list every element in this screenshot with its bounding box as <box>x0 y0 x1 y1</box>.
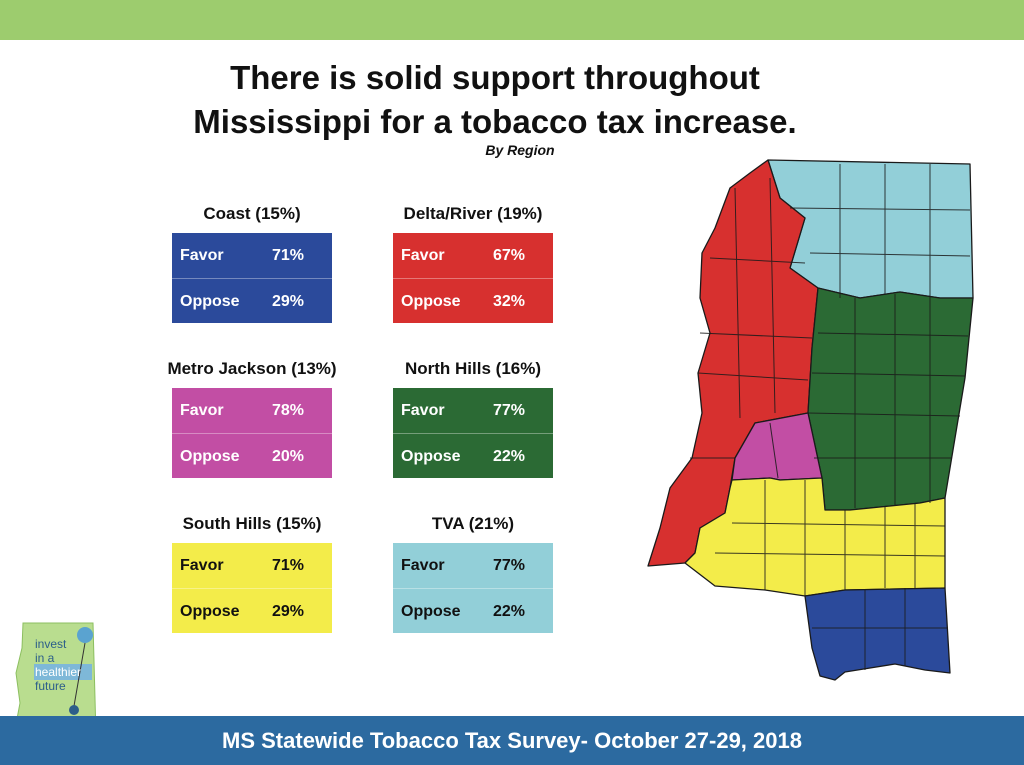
region-title-north-hills: North Hills (16%) <box>404 359 542 378</box>
logo-text-3: healthier <box>35 665 81 679</box>
row-value-favor: 78% <box>272 401 305 419</box>
row-label-favor: Favor <box>180 246 224 264</box>
region-row-oppose: Oppose 29% <box>172 278 332 324</box>
row-value-oppose: 29% <box>272 602 305 620</box>
region-row-oppose: Oppose 29% <box>172 588 332 634</box>
region-title-coast: Coast (15%) <box>203 204 301 223</box>
region-box-delta-river: Favor 67% Oppose 32% <box>393 233 553 323</box>
logo-text-1: invest <box>35 637 67 651</box>
logo-text-4: future <box>35 679 66 693</box>
logo-child-icon <box>69 705 79 715</box>
region-row-oppose: Oppose 32% <box>393 278 553 324</box>
row-value-favor: 77% <box>493 401 526 419</box>
region-box-metro-jackson: Favor 78% Oppose 20% <box>172 388 332 478</box>
footer-text: MS Statewide Tobacco Tax Survey- October… <box>222 728 802 753</box>
row-value-favor: 67% <box>493 246 526 264</box>
logo-highlight-bar <box>34 664 92 680</box>
row-label-oppose: Oppose <box>180 447 240 465</box>
region-box-coast: Favor 71% Oppose 29% <box>172 233 332 323</box>
row-value-oppose: 22% <box>493 447 526 465</box>
region-row-favor: Favor 71% <box>172 543 332 588</box>
row-label-favor: Favor <box>401 246 445 264</box>
top-banner <box>0 0 1024 40</box>
region-box-north-hills: Favor 77% Oppose 22% <box>393 388 553 478</box>
region-title-tva: TVA (21%) <box>431 514 515 533</box>
row-label-oppose: Oppose <box>401 602 461 620</box>
row-value-oppose: 20% <box>272 447 305 465</box>
region-title-metro-jackson: Metro Jackson (13%) <box>167 359 337 378</box>
page-subtitle: By Region <box>485 142 555 158</box>
row-label-oppose: Oppose <box>401 447 461 465</box>
page-title: There is solid support throughout Missis… <box>130 56 860 144</box>
row-value-favor: 71% <box>272 556 305 574</box>
title-line-2: Mississippi for a tobacco tax increase. <box>193 103 797 140</box>
row-value-oppose: 22% <box>493 602 526 620</box>
row-label-oppose: Oppose <box>180 602 240 620</box>
row-label-oppose: Oppose <box>401 292 461 310</box>
logo-balloon-icon <box>77 627 93 643</box>
map-region-coast <box>804 587 951 681</box>
region-title-delta-river: Delta/River (19%) <box>403 204 543 223</box>
row-label-favor: Favor <box>401 556 445 574</box>
footer-bar: MS Statewide Tobacco Tax Survey- October… <box>0 716 1024 765</box>
row-value-favor: 77% <box>493 556 526 574</box>
region-row-oppose: Oppose 22% <box>393 588 553 634</box>
region-row-favor: Favor 77% <box>393 543 553 588</box>
row-label-favor: Favor <box>180 556 224 574</box>
region-row-favor: Favor 71% <box>172 233 332 278</box>
row-label-favor: Favor <box>180 401 224 419</box>
region-row-favor: Favor 78% <box>172 388 332 433</box>
map-region-north-hills <box>807 287 974 511</box>
row-value-favor: 71% <box>272 246 305 264</box>
row-label-favor: Favor <box>401 401 445 419</box>
region-row-favor: Favor 67% <box>393 233 553 278</box>
region-title-south-hills: South Hills (15%) <box>182 514 322 533</box>
region-box-tva: Favor 77% Oppose 22% <box>393 543 553 633</box>
region-row-oppose: Oppose 20% <box>172 433 332 479</box>
row-label-oppose: Oppose <box>180 292 240 310</box>
title-line-1: There is solid support throughout <box>230 59 760 96</box>
logo-text-2: in a <box>35 651 55 665</box>
row-value-oppose: 29% <box>272 292 305 310</box>
mississippi-region-map <box>647 159 974 681</box>
logo-balloon-string <box>73 642 86 707</box>
region-box-south-hills: Favor 71% Oppose 29% <box>172 543 332 633</box>
region-row-oppose: Oppose 22% <box>393 433 553 479</box>
row-value-oppose: 32% <box>493 292 526 310</box>
region-row-favor: Favor 77% <box>393 388 553 433</box>
